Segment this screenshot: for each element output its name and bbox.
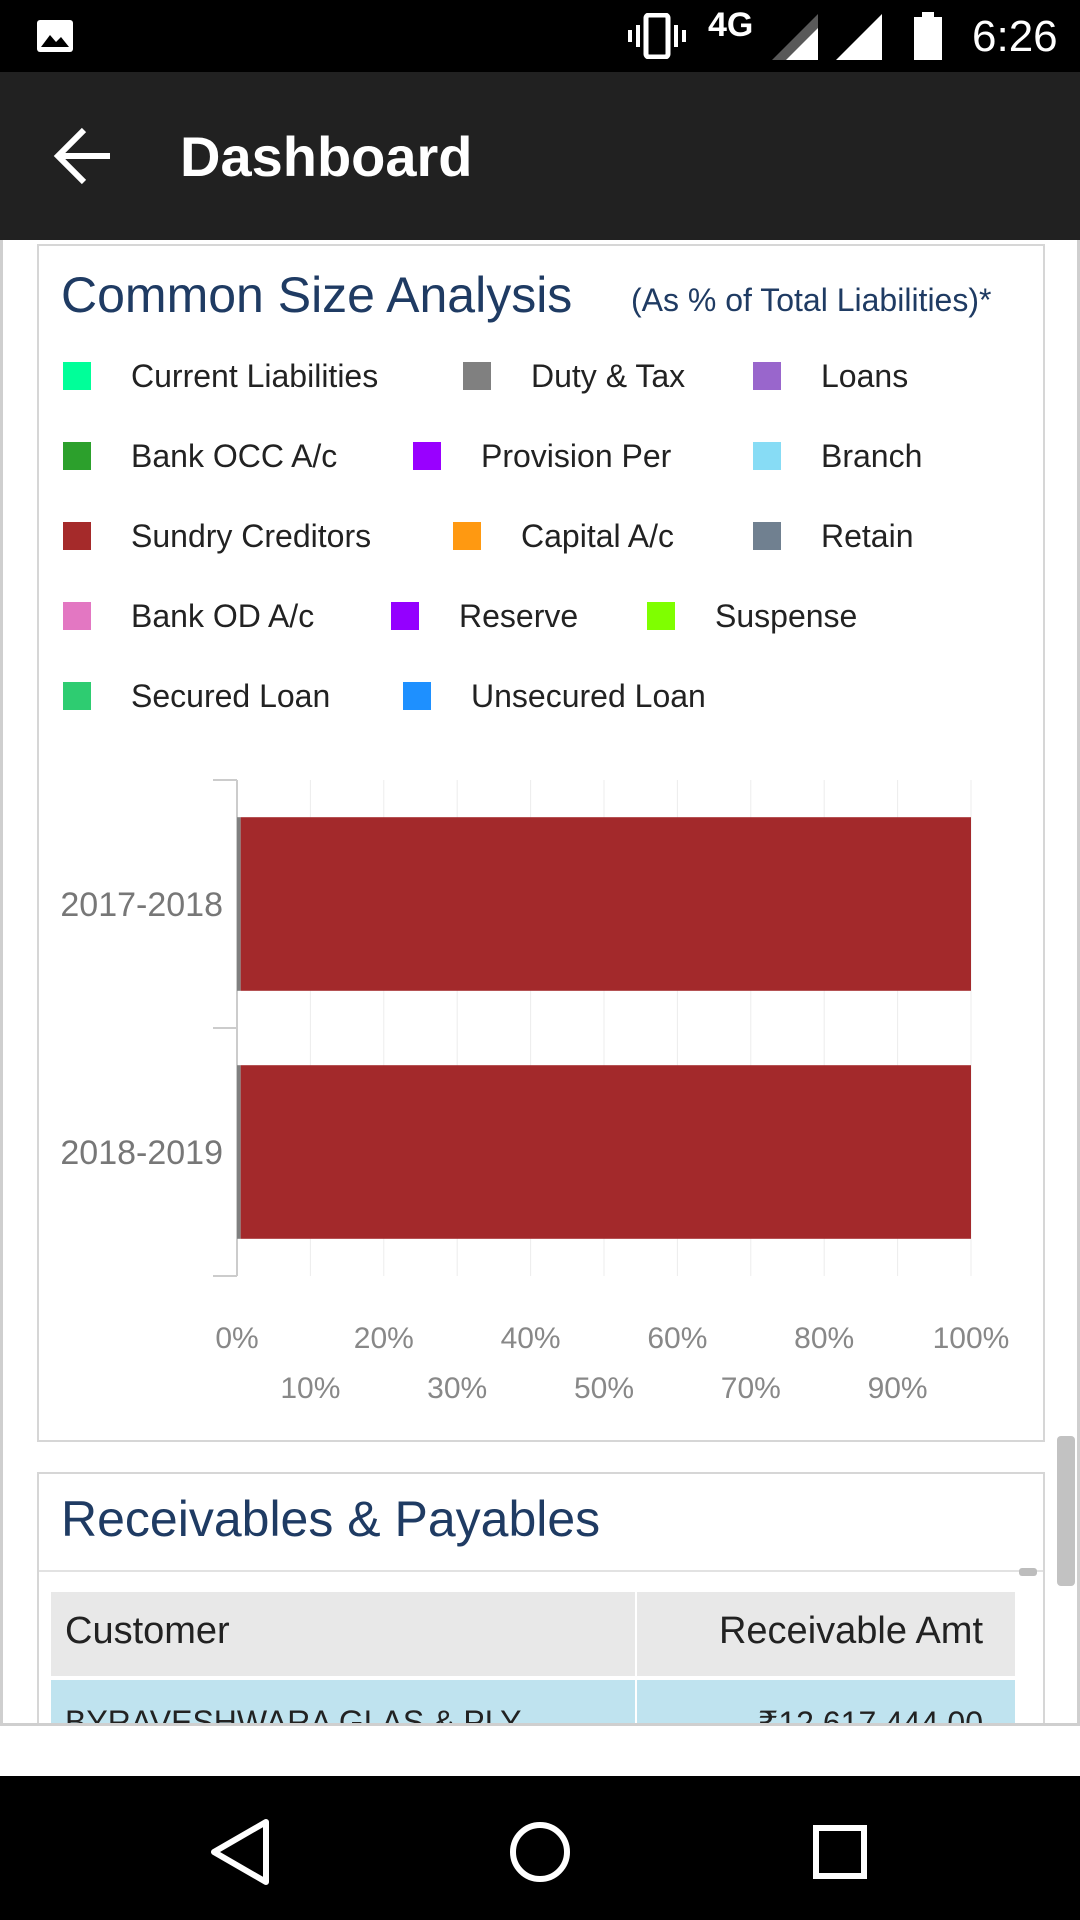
network-type: 4G: [708, 6, 754, 44]
legend-swatch: [647, 602, 675, 630]
x-tick-label: 40%: [501, 1322, 561, 1355]
recents-square-icon[interactable]: [800, 1812, 880, 1892]
legend-swatch: [63, 362, 91, 390]
app-bar: Dashboard: [0, 72, 1080, 240]
y-tick-label: 2018-2019: [60, 1134, 223, 1172]
signal-icon: [836, 14, 882, 60]
table-header: Customer Receivable Amt: [51, 1592, 1015, 1676]
legend-swatch: [453, 522, 481, 550]
customer-cell: BYRAVESHWARA GLAS & PLY: [65, 1704, 522, 1726]
column-separator: [635, 1592, 637, 1676]
column-header-customer[interactable]: Customer: [65, 1610, 230, 1652]
legend-label: Loans: [821, 358, 909, 394]
legend-swatch: [391, 602, 419, 630]
stacked-bar-chart: 2017-2018 2018-2019 0% 20% 40% 60% 80% 100% 10% 3…: [60, 779, 1010, 1405]
legend-label: Secured Loan: [131, 678, 331, 714]
legend-swatch: [753, 522, 781, 550]
vibrate-icon: [628, 13, 686, 59]
common-size-analysis-card: Common Size Analysis (As % of Total Liab…: [37, 244, 1045, 1442]
status-bar: 4G 6:26: [0, 0, 1080, 72]
legend-swatch: [463, 362, 491, 390]
navigation-bar: [0, 1776, 1080, 1920]
column-header-receivable-amt[interactable]: Receivable Amt: [718, 1610, 983, 1652]
bar-segment: [237, 817, 241, 991]
back-triangle-icon[interactable]: [200, 1812, 280, 1892]
bar-segment: [240, 1065, 972, 1239]
table-scrollbar[interactable]: [1019, 1568, 1037, 1576]
column-separator: [635, 1680, 637, 1723]
card-title: Common Size Analysis: [61, 267, 573, 323]
y-tick-label: 2017-2018: [60, 886, 223, 924]
battery-icon: [914, 12, 942, 60]
x-tick-label: 10%: [280, 1372, 340, 1405]
legend-swatch: [753, 362, 781, 390]
legend-label: Provision Per: [481, 438, 672, 474]
clock: 6:26: [972, 12, 1058, 61]
x-tick-label: 20%: [354, 1322, 414, 1355]
legend-label: Suspense: [715, 598, 858, 634]
arrow-back-icon[interactable]: [52, 126, 114, 186]
legend-label: Sundry Creditors: [131, 518, 372, 554]
legend-swatch: [413, 442, 441, 470]
x-tick-label: 0%: [215, 1322, 258, 1355]
x-tick-label: 30%: [427, 1372, 487, 1405]
legend-swatch: [753, 442, 781, 470]
table-row[interactable]: BYRAVESHWARA GLAS & PLY ₹12,617,444.00: [51, 1680, 1015, 1726]
home-circle-icon[interactable]: [500, 1812, 580, 1892]
legend-label: Branch: [821, 438, 923, 474]
legend-swatch: [63, 522, 91, 550]
x-tick-label: 90%: [868, 1372, 928, 1405]
card-subtitle: (As % of Total Liabilities)*: [631, 282, 992, 318]
bar-segment: [237, 1065, 241, 1239]
x-tick-label: 80%: [794, 1322, 854, 1355]
receivables-payables-card: Receivables & Payables Customer Receivab…: [37, 1472, 1045, 1726]
legend-swatch: [63, 442, 91, 470]
legend-label: Bank OD A/c: [131, 598, 315, 634]
legend-swatch: [403, 682, 431, 710]
dashboard-content[interactable]: Common Size Analysis (As % of Total Liab…: [0, 240, 1080, 1726]
legend-label: Current Liabilities: [131, 358, 379, 394]
bar-segment: [240, 817, 972, 991]
card-title: Receivables & Payables: [61, 1491, 601, 1547]
legend-label: Retain: [821, 518, 914, 554]
page-title: Dashboard: [180, 125, 473, 188]
legend-label: Capital A/c: [521, 518, 674, 554]
x-tick-label: 50%: [574, 1372, 634, 1405]
x-tick-label: 60%: [647, 1322, 707, 1355]
x-tick-label: 100%: [933, 1322, 1010, 1355]
divider: [39, 1570, 1043, 1572]
legend-label: Reserve: [459, 598, 579, 634]
legend-label: Bank OCC A/c: [131, 438, 338, 474]
x-tick-label: 70%: [721, 1372, 781, 1405]
legend-swatch: [63, 682, 91, 710]
amount-cell: ₹12,617,444.00: [758, 1705, 983, 1726]
page-scrollbar[interactable]: [1057, 1436, 1075, 1586]
legend-label: Unsecured Loan: [471, 678, 706, 714]
legend-label: Duty & Tax: [531, 358, 686, 394]
legend-swatch: [63, 602, 91, 630]
signal-icon: [772, 14, 818, 60]
image-icon: [37, 20, 73, 52]
